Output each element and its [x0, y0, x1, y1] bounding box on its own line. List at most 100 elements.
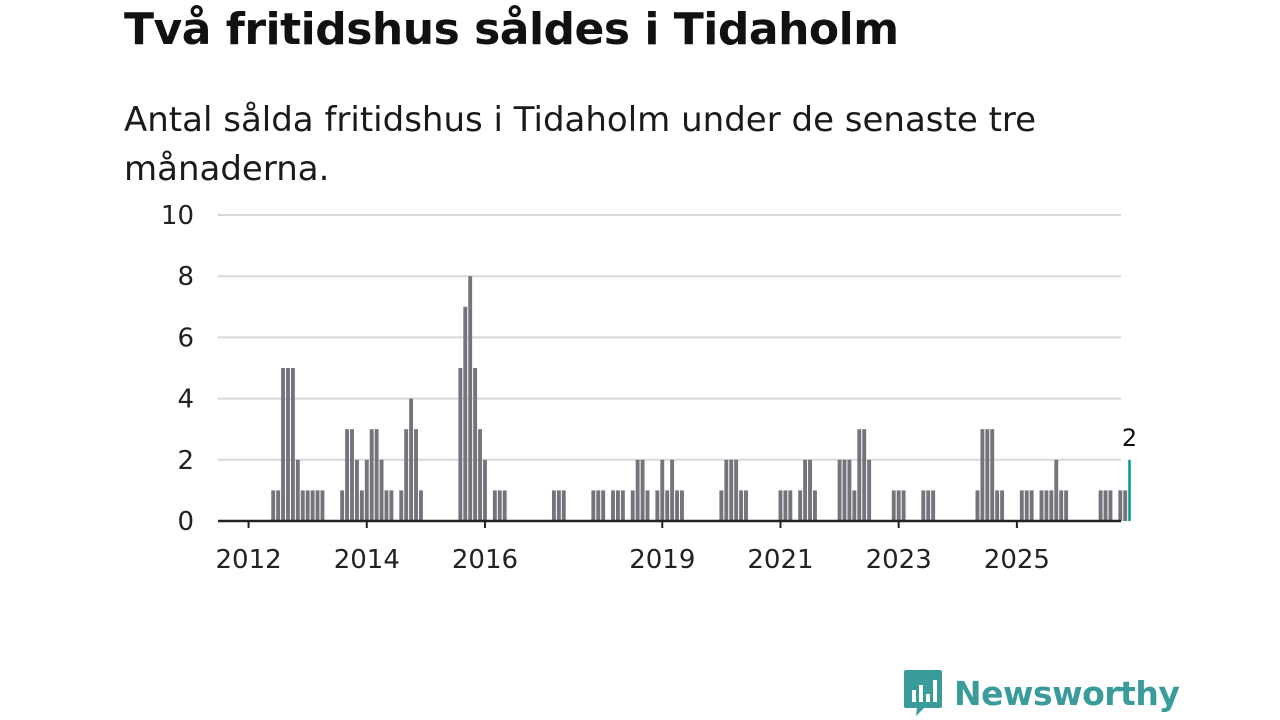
x-tick-label: 2021 — [747, 545, 813, 575]
bar — [842, 459, 847, 521]
bar — [320, 490, 325, 521]
bar — [680, 490, 684, 521]
bar — [616, 490, 620, 521]
bar — [1044, 490, 1049, 521]
bar — [995, 490, 1000, 521]
bar — [359, 490, 364, 521]
bar — [645, 490, 650, 521]
bar — [556, 490, 561, 521]
bar — [783, 490, 788, 521]
bar — [1024, 490, 1029, 521]
bar — [463, 306, 468, 521]
bar — [655, 490, 660, 521]
bar — [1098, 490, 1103, 521]
chart-subtitle: Antal sålda fritidshus i Tidaholm under … — [124, 100, 1037, 189]
bar — [305, 490, 310, 521]
bar — [852, 490, 857, 521]
bar — [1118, 490, 1123, 521]
newsworthy-logo-icon — [904, 670, 942, 716]
bar — [670, 459, 675, 521]
bar — [798, 490, 803, 521]
data-label-last: 2 — [1122, 424, 1137, 452]
bar — [271, 490, 276, 521]
bar — [1029, 490, 1034, 521]
bar — [847, 459, 852, 521]
bar — [1103, 490, 1108, 521]
bar — [921, 490, 926, 521]
bar — [379, 459, 384, 521]
bar — [350, 429, 354, 521]
bar — [561, 490, 566, 521]
x-tick-label: 2025 — [984, 545, 1050, 575]
chart-title: Två fritidshus såldes i Tidaholm — [124, 4, 899, 55]
bar — [635, 459, 640, 521]
bar — [483, 459, 487, 521]
bar — [497, 490, 502, 521]
bar — [300, 490, 305, 521]
bar — [862, 429, 867, 521]
bar — [630, 490, 635, 521]
bar — [310, 490, 315, 521]
x-tick-label: 2019 — [629, 545, 695, 575]
bar — [611, 490, 615, 521]
bar — [389, 490, 394, 521]
bar — [1108, 490, 1113, 521]
bar — [601, 490, 606, 521]
bar — [1019, 490, 1024, 521]
bar — [473, 368, 478, 521]
bar-highlight — [1128, 459, 1131, 521]
bar — [719, 490, 724, 521]
bar — [1064, 490, 1069, 521]
bar — [808, 459, 812, 521]
bar — [926, 490, 931, 521]
bar — [492, 490, 497, 521]
bar — [419, 490, 423, 521]
bar — [739, 490, 744, 521]
x-tick-label: 2023 — [866, 545, 932, 575]
bar — [896, 490, 901, 521]
y-tick-label: 4 — [177, 385, 194, 415]
bar — [675, 490, 679, 521]
bar — [1054, 459, 1059, 521]
bar — [867, 459, 872, 521]
bar — [620, 490, 625, 521]
bar — [369, 429, 374, 521]
bar — [734, 459, 739, 521]
bar — [478, 429, 482, 521]
bar — [468, 276, 473, 521]
bar — [891, 490, 896, 521]
bar — [502, 490, 507, 521]
bar — [660, 459, 665, 521]
bar — [640, 459, 645, 521]
x-tick-label: 2014 — [334, 545, 400, 575]
bar — [729, 459, 734, 521]
bar — [315, 490, 320, 521]
bar — [458, 368, 463, 521]
bar — [414, 429, 418, 521]
y-tick-label: 2 — [177, 446, 194, 476]
bar — [354, 459, 359, 521]
brand-name: Newsworthy — [954, 673, 1180, 713]
bar — [857, 429, 862, 521]
bar — [374, 429, 379, 521]
bar — [837, 459, 842, 521]
bar — [1000, 490, 1005, 521]
x-tick-label: 2012 — [215, 545, 281, 575]
bar — [276, 490, 281, 521]
bar — [788, 490, 793, 521]
bar — [290, 368, 295, 521]
y-tick-label: 6 — [177, 323, 194, 353]
bar — [990, 429, 995, 521]
bar — [345, 429, 350, 521]
bar — [1039, 490, 1044, 521]
x-tick-label: 2016 — [452, 545, 518, 575]
bar — [551, 490, 556, 521]
bar — [931, 490, 936, 521]
bar — [295, 459, 300, 521]
bar — [591, 490, 596, 521]
bar — [286, 368, 290, 521]
y-tick-label: 0 — [177, 507, 194, 537]
bar — [803, 459, 808, 521]
bar — [744, 490, 748, 521]
